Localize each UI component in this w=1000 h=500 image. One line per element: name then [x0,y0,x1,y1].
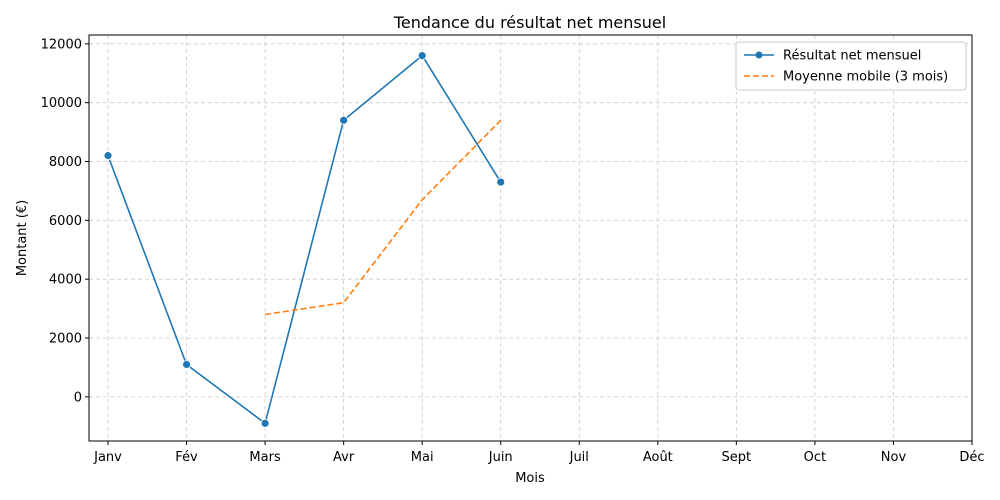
x-tick-label: Déc [959,450,984,465]
plot-frame [88,34,973,442]
x-tick-label: Mars [249,450,281,465]
y-axis-title: Montant (€) [15,200,30,276]
y-tick-label: 8000 [49,155,82,170]
x-tick-label: Fév [175,450,198,465]
x-tick-label: Avr [333,450,355,465]
series-line-1 [107,54,502,425]
series-point [182,360,191,369]
x-tick-label: Mai [411,450,434,465]
series-point [417,51,427,60]
x-tick-label: Juin [488,450,513,465]
legend-marker [755,51,763,59]
y-tick-label: 0 [74,390,82,405]
legend-label-1: Résultat net mensuel [783,49,921,64]
y-tick-label: 6000 [49,214,82,229]
series-point [339,115,349,125]
x-axis: Janv Fév Mars Avr Mai Juin Juil Août Sept Oct Nov D… [93,441,985,465]
x-tick-label: Août [643,450,673,465]
grid [89,35,973,441]
y-axis: 0 2000 4000 6000 8000 10000 12000 [41,37,89,405]
series-layer [103,51,506,428]
y-tick-label: 4000 [49,273,82,288]
y-tick-label: 12000 [41,37,82,52]
legend: Résultat net mensuel Moyenne mobile (3 mo… [735,41,967,91]
series-line-2 [264,119,502,316]
x-tick-label: Juil [569,450,589,465]
x-tick-label: Janv [93,450,122,465]
y-tick-label: 2000 [49,332,82,347]
y-tick-label: 10000 [41,96,82,111]
series-point [260,418,270,428]
x-tick-label: Sept [722,450,752,465]
x-tick-label: Oct [804,450,826,465]
chart-title: Tendance du résultat net mensuel [393,13,666,32]
series-point [103,151,113,161]
x-tick-label: Nov [881,450,907,465]
legend-box [735,41,967,91]
legend-label-2: Moyenne mobile (3 mois) [783,70,948,85]
x-axis-title: Mois [515,471,545,486]
series-point [496,177,506,187]
